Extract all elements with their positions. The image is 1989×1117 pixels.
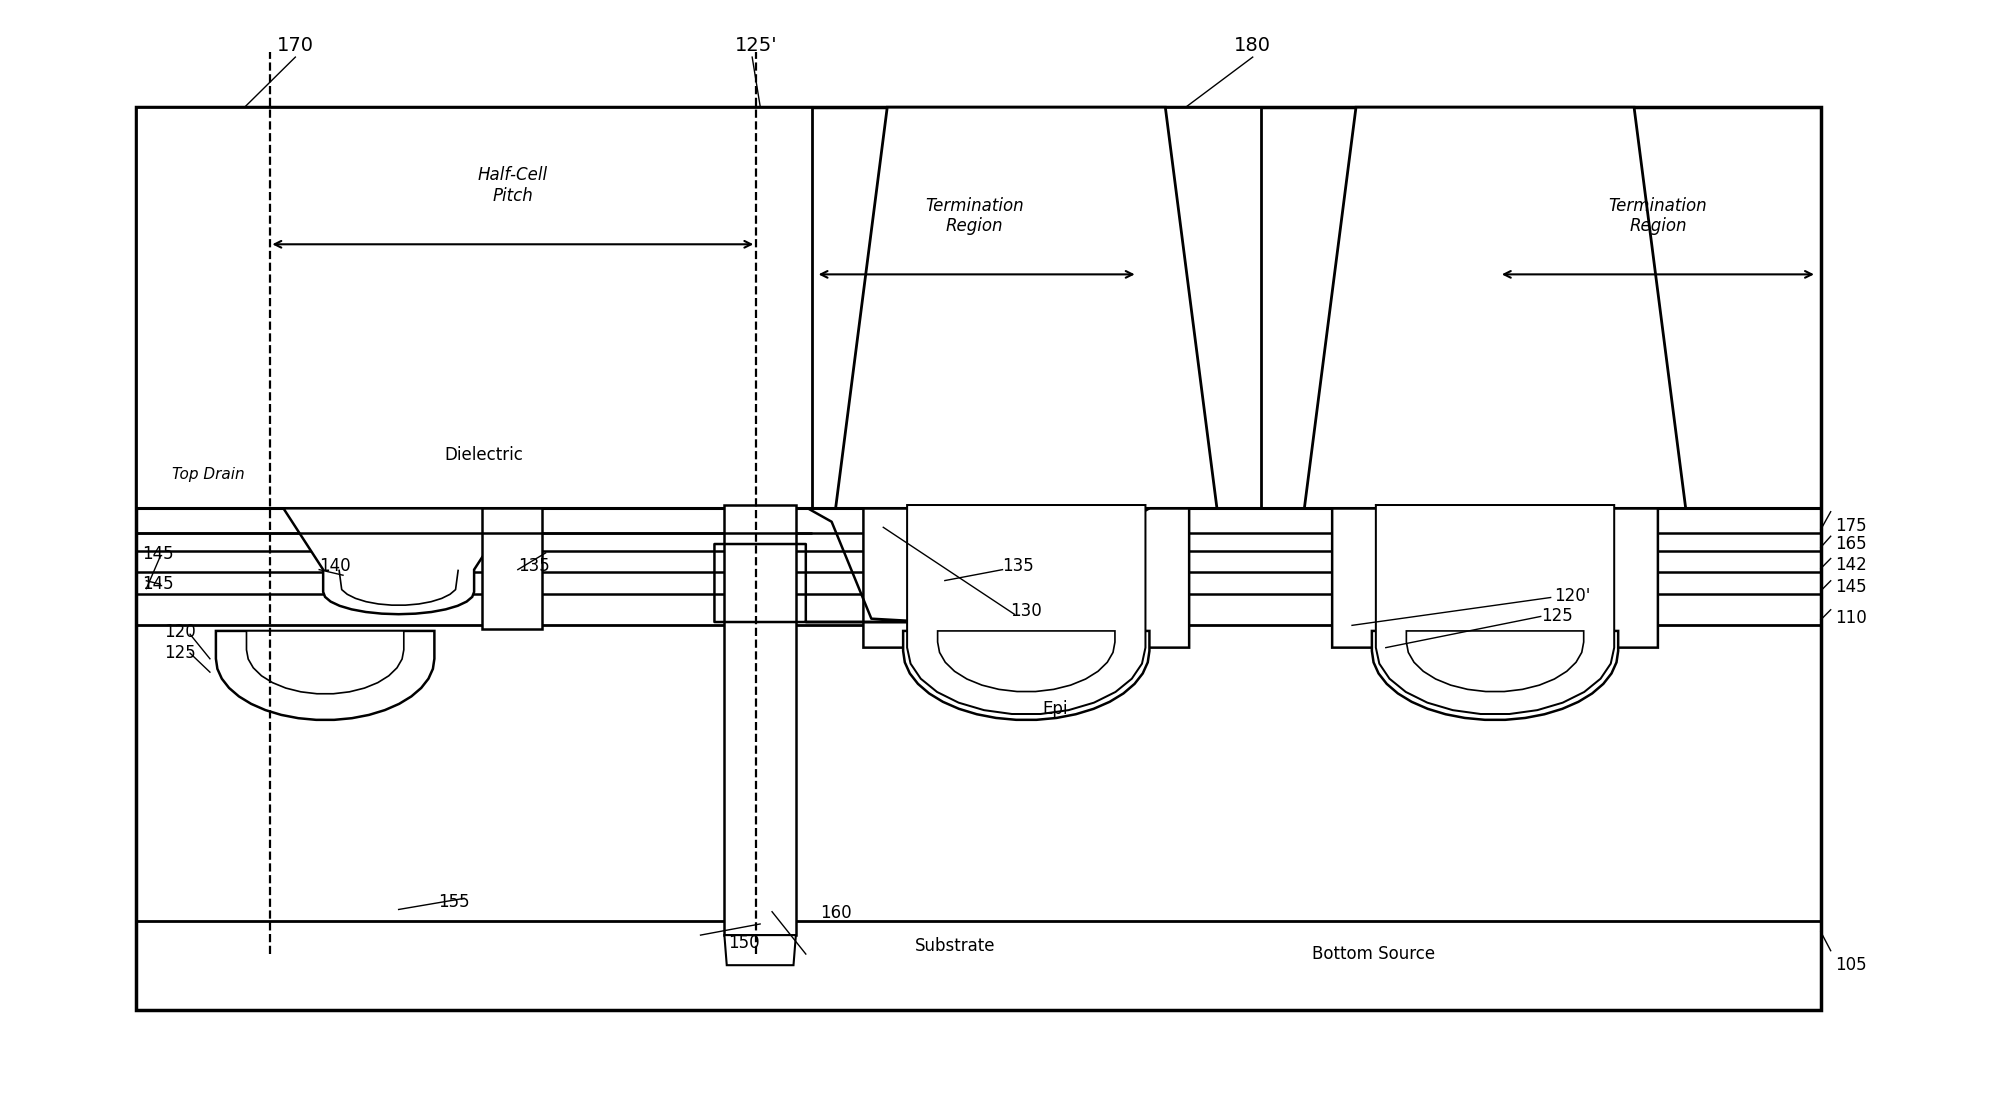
Text: 175: 175 [1834,517,1866,535]
Polygon shape [282,508,513,614]
Text: 180: 180 [1235,37,1271,56]
Text: 135: 135 [517,557,549,575]
Polygon shape [835,107,1217,508]
Text: Bottom Source: Bottom Source [1313,945,1436,963]
Text: 170: 170 [276,37,314,56]
Text: 125: 125 [165,645,197,662]
Text: 145: 145 [143,545,173,563]
Bar [481,508,541,629]
Text: 125': 125' [734,37,778,56]
Polygon shape [247,631,404,694]
Text: 120': 120' [1555,588,1591,605]
Polygon shape [1372,631,1619,719]
Text: 160: 160 [819,904,851,922]
Polygon shape [1305,107,1687,508]
Text: 125: 125 [1541,608,1573,626]
Text: 130: 130 [1010,602,1042,620]
Bar [1138,107,1261,508]
Polygon shape [1333,505,1659,670]
Text: Substrate: Substrate [915,937,996,955]
Polygon shape [863,505,1189,670]
Bar [137,107,812,508]
Text: Termination
Region: Termination Region [925,197,1024,236]
Text: 140: 140 [318,557,350,575]
Text: 145: 145 [143,575,173,593]
Text: 165: 165 [1834,535,1866,553]
Polygon shape [217,631,434,719]
Polygon shape [724,935,796,965]
Text: 105: 105 [1834,956,1866,974]
Polygon shape [1376,505,1615,714]
Text: 135: 135 [1002,557,1034,575]
Text: 150: 150 [728,934,760,952]
Bar [724,505,796,935]
Polygon shape [937,631,1116,691]
Polygon shape [1406,631,1583,691]
Text: Dielectric: Dielectric [444,446,523,464]
Text: Top Drain: Top Drain [173,467,245,483]
Text: Epi: Epi [1042,700,1068,718]
Text: 142: 142 [1834,556,1866,574]
Text: 145: 145 [1834,579,1866,596]
Text: 110: 110 [1834,609,1866,627]
Text: Half-Cell
Pitch: Half-Cell Pitch [477,166,547,206]
Text: 120: 120 [165,623,197,641]
Polygon shape [907,505,1146,714]
Bar [137,107,1820,1010]
Text: Termination
Region: Termination Region [1609,197,1707,236]
Polygon shape [903,631,1150,719]
Text: 155: 155 [438,892,469,910]
Bar [919,508,971,629]
